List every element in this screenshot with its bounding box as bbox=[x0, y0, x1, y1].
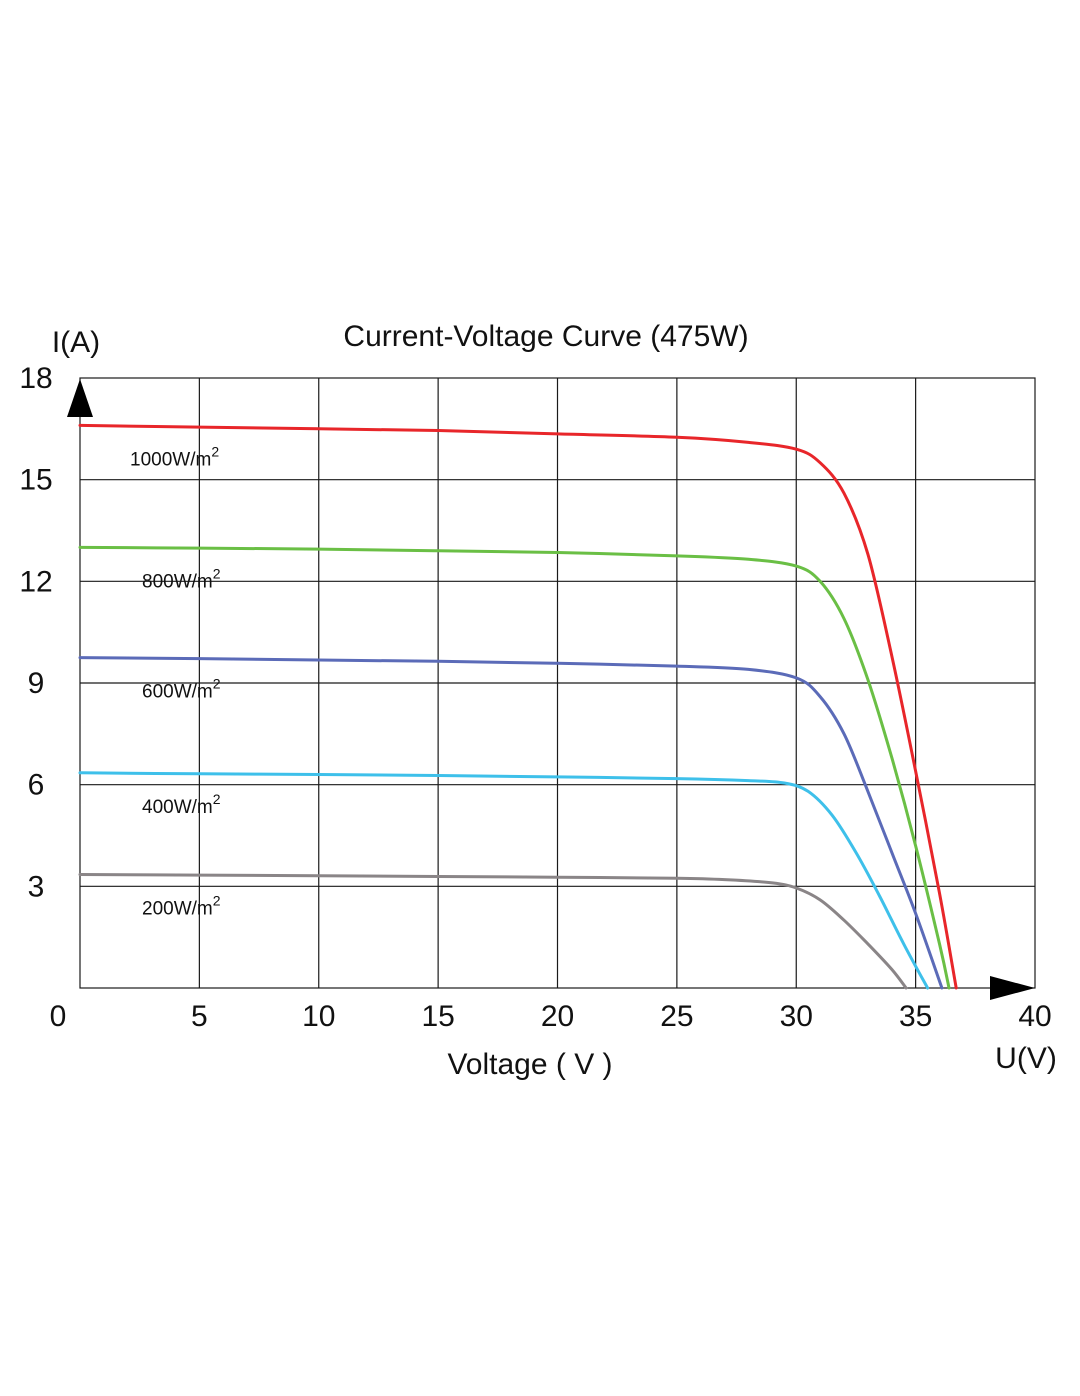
x-tick-label: 25 bbox=[660, 1000, 693, 1033]
x-tick-label: 0 bbox=[50, 1000, 67, 1033]
series-labels: 1000W/m2 800W/m2 600W/m2 400W/m2 200W/m2 bbox=[130, 443, 221, 919]
series-label: 200W/m2 bbox=[142, 892, 221, 919]
y-tick-label: 15 bbox=[19, 464, 52, 497]
series-line bbox=[78, 423, 958, 990]
series-label: 1000W/m2 bbox=[130, 443, 219, 470]
x-tick-label: 15 bbox=[421, 1000, 454, 1033]
chart-title: Current-Voltage Curve (475W) bbox=[343, 320, 748, 353]
x-axis-label: Voltage ( V ) bbox=[447, 1048, 612, 1081]
x-axis-unit-label: U(V) bbox=[995, 1042, 1057, 1075]
series-label: 600W/m2 bbox=[142, 676, 221, 703]
y-tick-labels: 3 6 9 12 15 18 bbox=[19, 362, 52, 903]
series-label: 800W/m2 bbox=[142, 565, 221, 592]
series-label: 400W/m2 bbox=[142, 791, 221, 818]
x-tick-label: 35 bbox=[899, 1000, 932, 1033]
y-tick-label: 9 bbox=[28, 667, 45, 700]
series-line bbox=[78, 771, 930, 990]
series-curves bbox=[78, 423, 958, 990]
y-tick-label: 6 bbox=[28, 769, 45, 802]
series-line bbox=[78, 873, 908, 990]
x-tick-label: 30 bbox=[780, 1000, 813, 1033]
x-tick-labels: 0 5 10 15 20 25 30 35 40 bbox=[50, 1000, 1052, 1033]
series-line bbox=[78, 656, 944, 990]
y-tick-label: 12 bbox=[19, 565, 52, 598]
grid bbox=[79, 377, 1036, 989]
x-tick-label: 20 bbox=[541, 1000, 574, 1033]
y-axis-label: I(A) bbox=[52, 326, 100, 359]
y-tick-label: 18 bbox=[19, 362, 52, 395]
x-axis-arrow bbox=[990, 976, 1035, 1000]
x-tick-label: 5 bbox=[191, 1000, 208, 1033]
y-tick-label: 3 bbox=[28, 870, 45, 903]
y-axis-arrow bbox=[67, 379, 93, 417]
series-line bbox=[78, 545, 951, 990]
x-tick-label: 40 bbox=[1018, 1000, 1051, 1033]
x-tick-label: 10 bbox=[302, 1000, 335, 1033]
